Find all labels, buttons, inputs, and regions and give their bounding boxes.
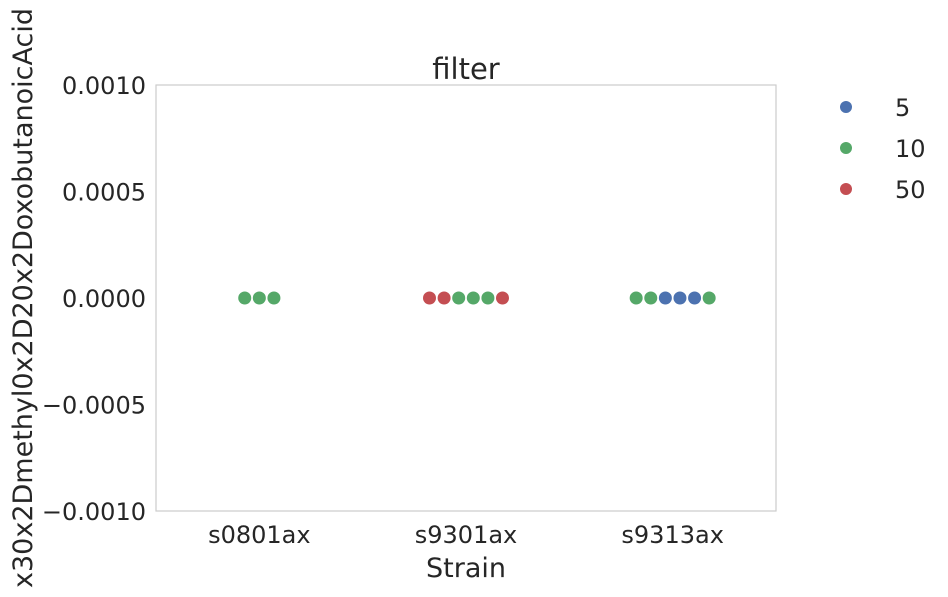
y-tick-label: 0.0000 xyxy=(62,285,146,313)
data-point-s0801ax-series-10 xyxy=(252,291,266,305)
legend-marker-50 xyxy=(840,183,852,195)
data-points xyxy=(238,291,716,305)
data-point-s9313ax-series-10 xyxy=(702,291,716,305)
data-point-s9301ax-series-50 xyxy=(496,291,509,305)
data-point-s9313ax-series-5 xyxy=(688,291,702,305)
x-tick-label: s9301ax xyxy=(415,521,518,549)
data-point-s0801ax-series-10 xyxy=(267,291,281,305)
legend-label: 5 xyxy=(895,94,910,122)
data-point-s9301ax-series-50 xyxy=(437,291,451,305)
data-point-s9313ax-series-10 xyxy=(629,291,643,305)
legend: 5 10 50 xyxy=(840,94,926,204)
legend-label: 10 xyxy=(895,135,926,163)
legend-marker-10 xyxy=(840,142,852,154)
legend-label: 50 xyxy=(895,176,926,204)
x-tick-label: s0801ax xyxy=(208,521,311,549)
data-point-s9301ax-series-10 xyxy=(481,291,495,305)
y-tick-label: −0.0005 xyxy=(42,392,146,420)
data-point-s9313ax-series-10 xyxy=(644,291,658,305)
y-axis-title: x30x2Dmethyl0x2D20x2DoxobutanoicAcid xyxy=(8,8,39,588)
data-point-s9313ax-series-5 xyxy=(658,291,672,305)
chart-title: filter xyxy=(432,52,500,86)
data-point-s9313ax-series-5 xyxy=(673,291,687,305)
y-tick-label: −0.0010 xyxy=(42,498,146,526)
y-tick-label: 0.0005 xyxy=(62,179,146,207)
data-point-s0801ax-series-10 xyxy=(238,291,252,305)
data-point-s9301ax-series-10 xyxy=(466,291,480,305)
data-point-s9301ax-series-10 xyxy=(452,291,466,305)
data-point-s9301ax-series-50 xyxy=(423,291,436,305)
x-axis-ticks: s0801ax s9301ax s9313ax xyxy=(208,521,724,549)
y-axis-ticks: 0.0010 0.0005 0.0000 −0.0005 −0.0010 xyxy=(42,72,146,526)
x-axis-title: Strain xyxy=(426,553,506,584)
y-tick-label: 0.0010 xyxy=(62,72,146,100)
x-tick-label: s9313ax xyxy=(621,521,724,549)
legend-marker-5 xyxy=(840,101,852,113)
